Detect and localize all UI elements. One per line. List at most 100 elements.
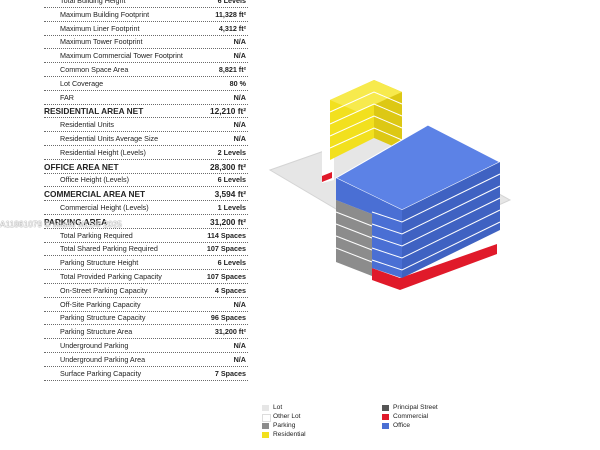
table-row: FAR N/A xyxy=(44,91,248,105)
row-label: Total Provided Parking Capacity xyxy=(60,272,162,281)
mls-watermark: A11861079 © Miami MLS® 2025 xyxy=(0,220,122,229)
legend-swatch xyxy=(382,423,389,429)
parking-floor-lines xyxy=(335,211,373,263)
table-row: Lot Coverage 80 % xyxy=(44,77,248,91)
row-value: 6 Levels xyxy=(217,258,246,268)
legend-swatch xyxy=(262,405,269,411)
parking-structure xyxy=(336,200,372,276)
row-value: N/A xyxy=(233,299,246,309)
row-label: Underground Parking xyxy=(60,341,129,350)
table-row: Parking Structure Capacity 96 Spaces xyxy=(44,311,248,326)
table-row: Maximum Building Footprint 11,328 ft² xyxy=(44,8,248,22)
legend-swatch xyxy=(382,414,389,420)
table-row: Parking Structure Area 31,200 ft² xyxy=(44,325,248,340)
office-floor-lines xyxy=(371,173,501,271)
row-value: N/A xyxy=(233,37,246,47)
legend-swatch xyxy=(262,423,269,429)
legend-label: Office xyxy=(393,422,411,429)
table-row: Residential Height (Levels) 2 Levels xyxy=(44,146,248,160)
row-label: OFFICE AREA NET xyxy=(44,161,119,172)
table-row: Total Parking Required 114 Spaces xyxy=(44,229,248,243)
row-value: 7 Spaces xyxy=(214,368,246,378)
table-row: Total Provided Parking Capacity 107 Space… xyxy=(44,270,248,284)
section-header-row: RESIDENTIAL AREA NET 12,210 ft² xyxy=(44,104,248,119)
row-value: 12,210 ft² xyxy=(210,106,246,117)
row-value: N/A xyxy=(233,120,246,130)
row-value: N/A xyxy=(233,134,246,143)
row-label: Parking Structure Area xyxy=(60,327,133,337)
legend-swatch xyxy=(262,414,271,422)
row-label: Lot Coverage xyxy=(60,78,104,88)
map-legend: Lot Other Lot Parking Residential Principal … xyxy=(262,404,600,450)
table-row: Maximum Commercial Tower Footprint N/A xyxy=(44,49,248,64)
row-value: 6 Levels xyxy=(217,0,246,5)
table-row: Total Shared Parking Required 107 Spaces xyxy=(44,242,248,257)
row-label: Maximum Liner Footprint xyxy=(60,23,140,33)
table-row: Office Height (Levels) 6 Levels xyxy=(44,173,248,188)
row-value: N/A xyxy=(233,341,246,350)
row-label: Common Space Area xyxy=(60,65,129,74)
row-value: 4 Spaces xyxy=(214,285,246,295)
legend-swatch xyxy=(382,405,389,411)
office-right-face xyxy=(402,162,500,278)
site-data-table: Total Building Height 6 Levels Maximum Bui… xyxy=(44,0,248,400)
legend-label: Commercial xyxy=(393,413,429,420)
legend-label: Lot xyxy=(273,404,283,411)
row-value: 31,200 ft² xyxy=(210,216,246,227)
legend-label: Residential xyxy=(273,431,306,438)
table-row: Residential Units N/A xyxy=(44,118,248,133)
row-label: PARKING AREA xyxy=(44,216,108,227)
row-label: Total Building Height xyxy=(60,0,126,5)
row-value: 80 % xyxy=(229,78,246,88)
row-value: N/A xyxy=(233,354,246,364)
row-value: 31,200 ft² xyxy=(214,327,246,337)
legend-swatch xyxy=(262,432,269,438)
table-row: Maximum Tower Footprint N/A xyxy=(44,35,248,50)
row-label: Maximum Tower Footprint xyxy=(60,37,143,47)
row-label: Maximum Commercial Tower Footprint xyxy=(60,51,183,61)
row-value: N/A xyxy=(233,51,246,61)
table-row: On-Street Parking Capacity 4 Spaces xyxy=(44,284,248,298)
table-row: Maximum Liner Footprint 4,312 ft² xyxy=(44,22,248,36)
row-label: COMMERCIAL AREA NET xyxy=(44,189,146,200)
residential-floor-lines xyxy=(329,91,403,149)
row-label: Residential Units xyxy=(60,120,114,130)
table-row: Underground Parking Area N/A xyxy=(44,353,248,367)
row-value: 3,594 ft² xyxy=(214,189,246,200)
row-label: Parking Structure Height xyxy=(60,258,139,268)
row-label: Total Shared Parking Required xyxy=(60,244,158,254)
row-label: Residential Height (Levels) xyxy=(60,147,146,157)
row-value: 28,300 ft² xyxy=(210,161,246,172)
row-label: Residential Units Average Size xyxy=(60,134,159,143)
row-value: 4,312 ft² xyxy=(218,23,246,33)
legend-label: Other Lot xyxy=(273,413,301,420)
table-row: Common Space Area 8,821 ft² xyxy=(44,63,248,77)
commercial-base xyxy=(372,244,497,290)
row-label: Maximum Building Footprint xyxy=(60,9,150,19)
row-value: 2 Levels xyxy=(217,147,246,157)
row-label: Office Height (Levels) xyxy=(60,175,129,185)
table-row: Off-Site Parking Capacity N/A xyxy=(44,298,248,312)
row-label: RESIDENTIAL AREA NET xyxy=(44,106,144,117)
row-value: 1 Levels xyxy=(217,203,246,212)
row-value: N/A xyxy=(233,92,246,102)
row-label: Commercial Height (Levels) xyxy=(60,203,149,212)
table-row: Commercial Height (Levels) 1 Levels xyxy=(44,201,248,215)
section-header-row: OFFICE AREA NET 28,300 ft² xyxy=(44,160,248,174)
massing-diagram xyxy=(268,80,512,290)
table-row: Total Building Height 6 Levels xyxy=(44,0,248,8)
legend-label: Principal Street xyxy=(393,404,438,411)
row-label: FAR xyxy=(60,92,74,102)
row-value: 107 Spaces xyxy=(206,244,246,254)
row-value: 114 Spaces xyxy=(207,230,246,240)
row-label: Surface Parking Capacity xyxy=(60,368,142,378)
commercial-edge xyxy=(322,172,332,182)
row-value: 8,821 ft² xyxy=(218,65,246,74)
row-label: Off-Site Parking Capacity xyxy=(60,299,141,309)
section-header-row: COMMERCIAL AREA NET 3,594 ft² xyxy=(44,187,248,202)
row-label: Underground Parking Area xyxy=(60,354,146,364)
row-label: On-Street Parking Capacity xyxy=(60,285,148,295)
row-value: 96 Spaces xyxy=(210,313,246,323)
row-label: Parking Structure Capacity xyxy=(60,313,146,323)
table-row: Underground Parking N/A xyxy=(44,339,248,353)
